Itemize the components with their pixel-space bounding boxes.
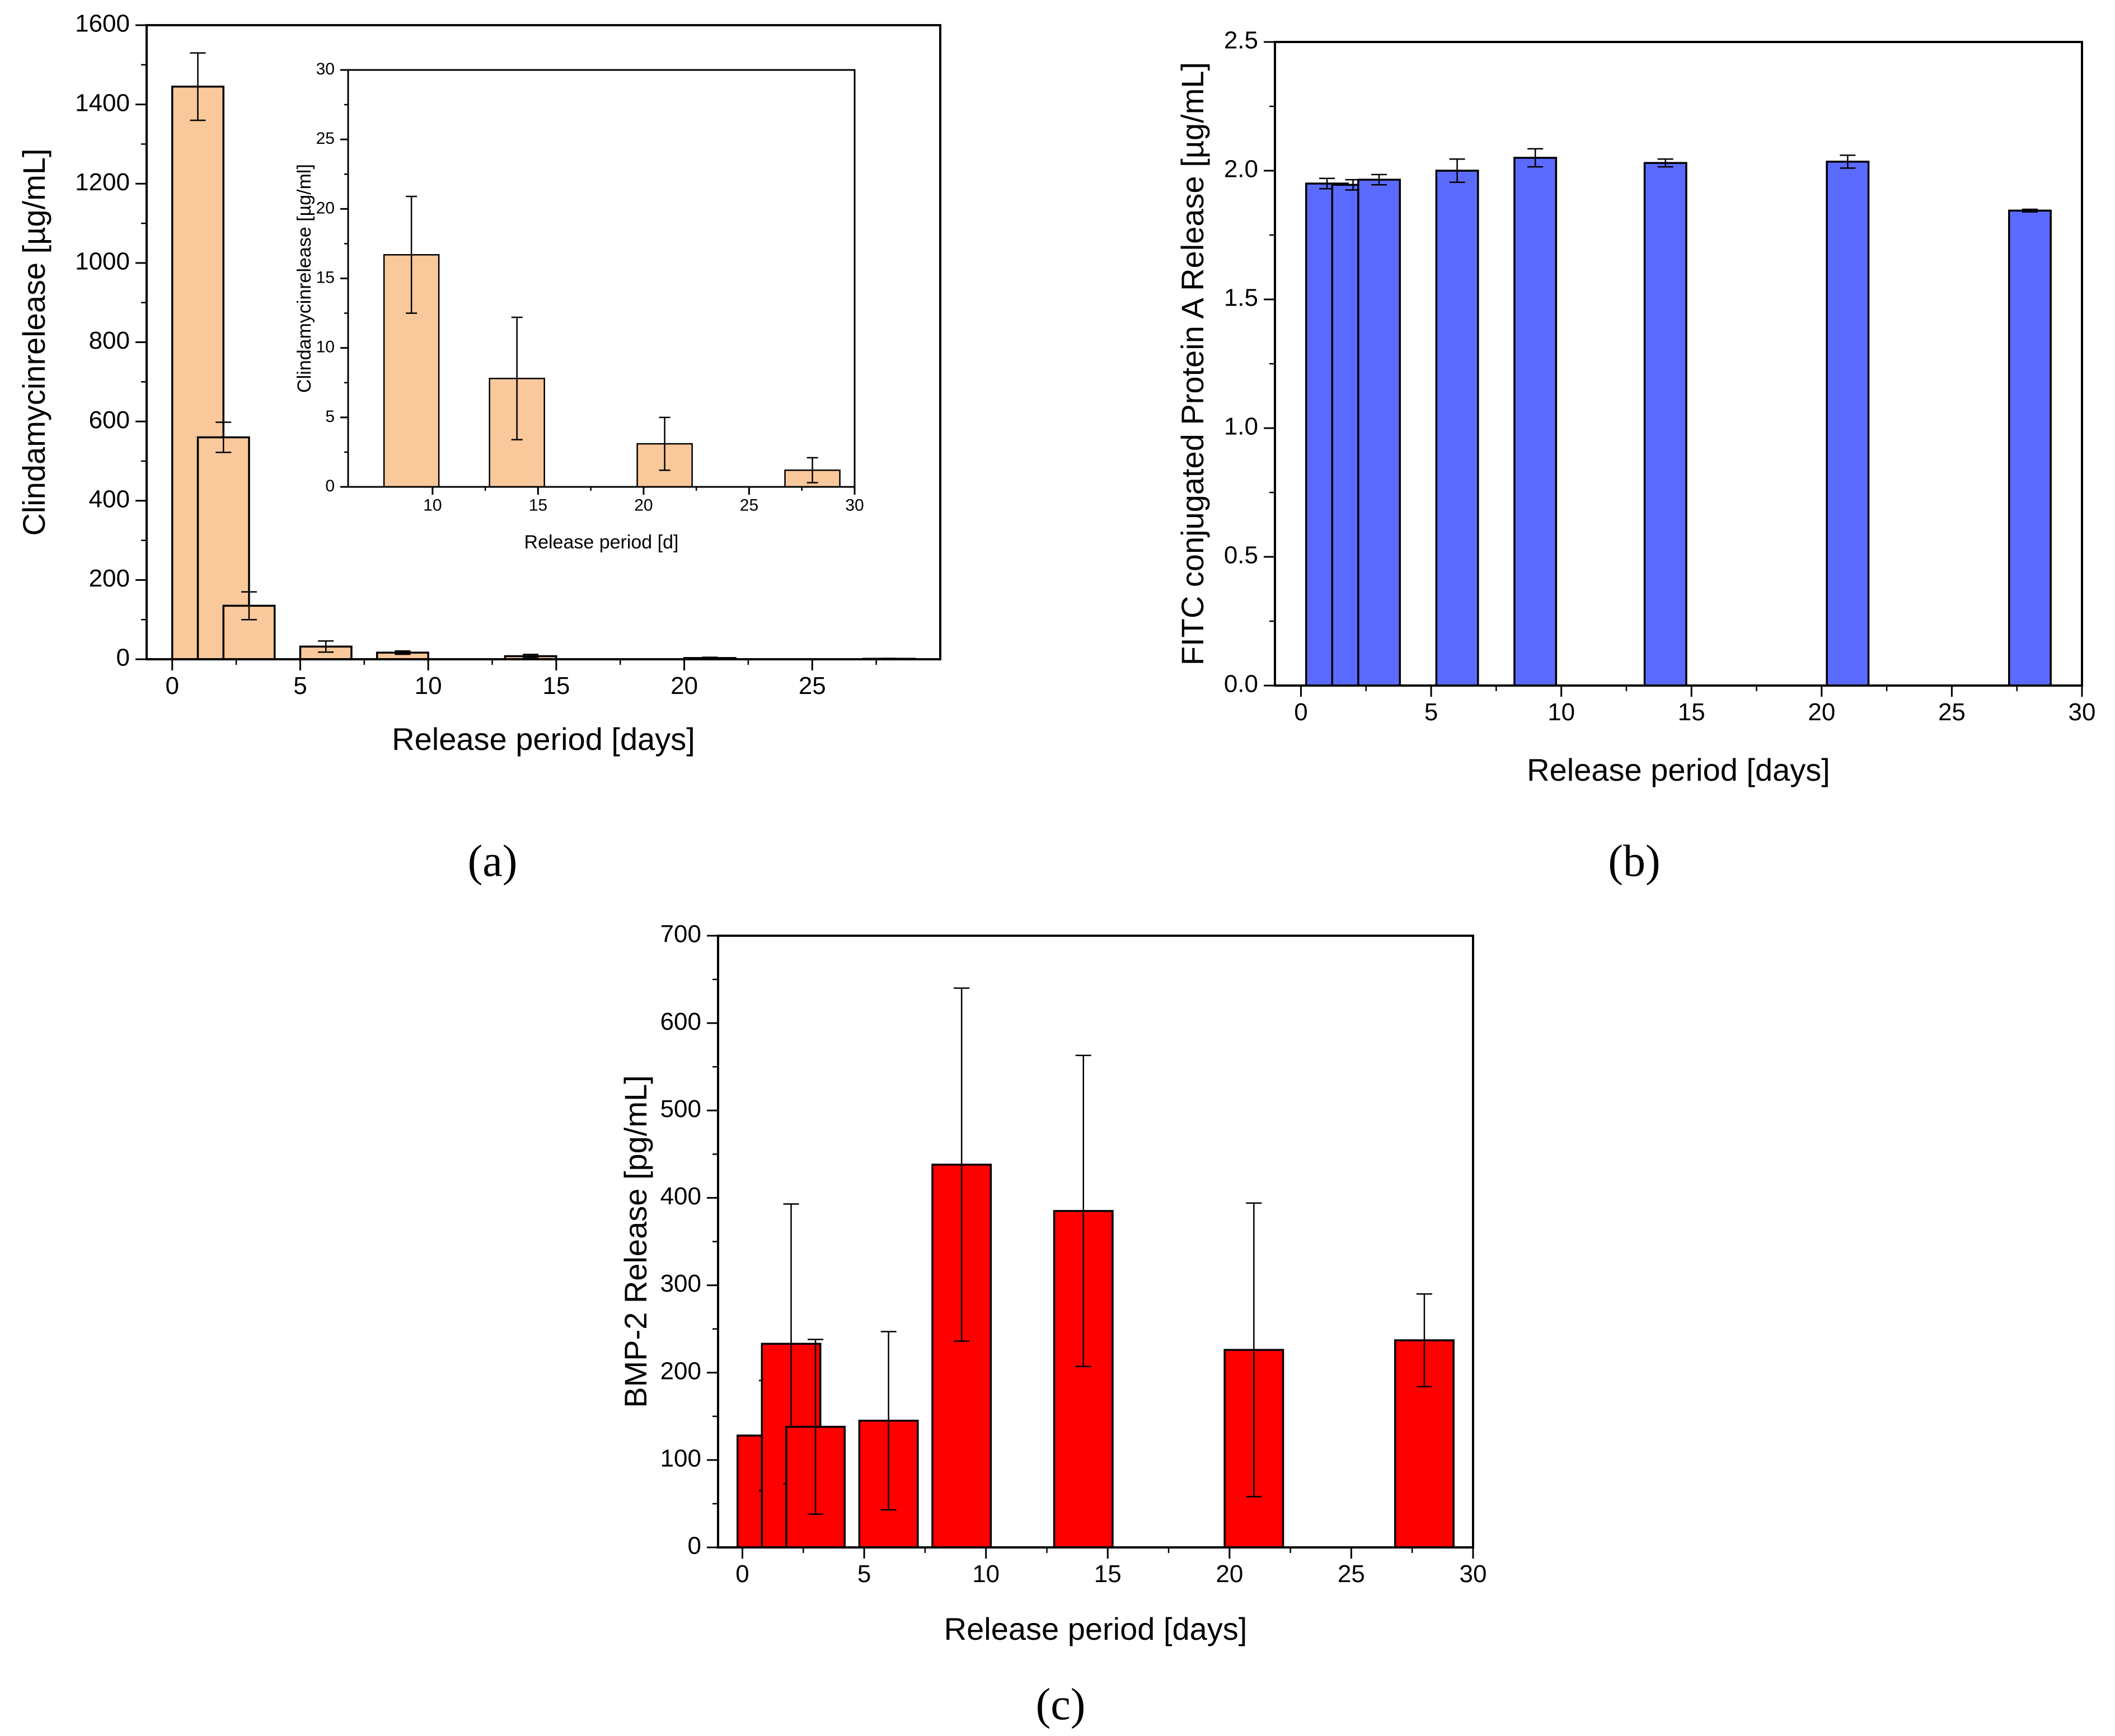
x-tick-label: 0 [1294,698,1307,726]
y-tick-label: 2.5 [1224,27,1258,54]
y-tick-label: 10 [316,338,335,356]
x-tick-label: 10 [415,672,442,700]
y-tick-label: 2.0 [1224,156,1258,183]
x-tick-label: 10 [1547,698,1575,726]
y-tick-label: 200 [660,1357,701,1385]
x-tick-label: 20 [634,496,653,515]
bar [1435,170,1479,687]
x-axis-label: Release period [days] [392,721,695,757]
y-tick-label: 1000 [75,248,130,275]
y-tick-label: 800 [89,327,130,354]
y-tick-label: 20 [316,199,335,217]
x-tick-label: 0 [735,1560,749,1588]
x-tick-label: 20 [1216,1560,1243,1588]
y-tick-label: 25 [316,129,335,148]
panel-label: (a) [468,837,518,886]
y-tick-label: 0.0 [1224,670,1258,698]
y-tick-label: 0.5 [1224,542,1258,569]
x-tick-label: 5 [293,672,307,700]
x-tick-label: 15 [542,672,570,700]
x-tick-label: 5 [857,1560,871,1588]
bar [1643,162,1687,687]
inset-chart: 0 5 10 15 20 25 30 10 15 20 25 30 Release period [d]… [294,60,864,553]
y-tick-label: 100 [660,1444,701,1472]
y-tick-label: 400 [89,485,130,513]
x-tick-label: 25 [1338,1560,1365,1588]
bar [1394,1339,1455,1549]
x-tick-label: 25 [799,672,826,700]
x-tick-label: 0 [165,672,179,700]
y-tick-label: 600 [89,406,130,434]
chart-c: 0 100 200 300 400 500 600 700 0 5 10 15 20 25 30 Releas… [618,921,1486,1729]
x-tick-label: 15 [1678,698,1705,726]
x-tick-label: 15 [529,496,547,515]
x-tick-label: 30 [2069,698,2096,726]
panel-label: (c) [1036,1680,1086,1729]
plot-frame [146,24,941,660]
y-tick-label: 500 [660,1095,701,1123]
x-axis-label: Release period [days] [1527,752,1830,787]
x-tick-label: 10 [423,496,442,515]
y-tick-label: 1600 [75,10,130,37]
y-tick-label: 0 [688,1532,701,1560]
x-axis-label: Release period [days] [944,1611,1248,1646]
x-tick-label: 25 [1938,698,1966,726]
y-tick-label: 1.5 [1224,284,1258,312]
x-tick-label: 20 [670,672,698,700]
chart-b: 0.0 0.5 1.0 1.5 2.0 2.5 0 5 10 15 20 25 30 Release pe… [1175,27,2095,886]
bar [2008,209,2052,687]
y-tick-label: 15 [316,268,335,287]
y-tick-label: 200 [89,565,130,592]
bar [1357,179,1401,687]
y-axis-label: Clindamycinrelease [µg/ml] [294,164,315,393]
bar [1826,161,1870,687]
x-tick-label: 20 [1808,698,1835,726]
panel-label: (b) [1608,837,1660,886]
x-tick-label: 30 [1460,1560,1487,1588]
x-tick-label: 30 [845,496,864,515]
x-tick-label: 10 [972,1560,1000,1588]
x-tick-label: 25 [740,496,758,515]
y-axis-label: FITC conjugated Protein A Release [µg/mL… [1175,62,1210,665]
y-axis-label: Clindamycinrelease [µg/mL] [16,148,51,536]
y-tick-label: 1400 [75,89,130,116]
y-tick-label: 30 [316,60,335,78]
bar [1513,157,1558,687]
y-tick-label: 300 [660,1270,701,1297]
x-axis-label: Release period [d] [524,532,679,553]
y-tick-label: 5 [325,407,335,426]
y-tick-label: 700 [660,921,701,948]
y-tick-label: 0 [325,477,335,495]
y-tick-label: 1200 [75,168,130,196]
x-tick-label: 5 [1424,698,1438,726]
x-tick-label: 15 [1094,1560,1122,1588]
y-axis-label: BMP-2 Release [pg/mL] [618,1075,653,1407]
y-tick-label: 1.0 [1224,413,1258,440]
y-tick-label: 600 [660,1008,701,1035]
y-tick-label: 0 [116,644,130,672]
y-tick-label: 400 [660,1183,701,1210]
